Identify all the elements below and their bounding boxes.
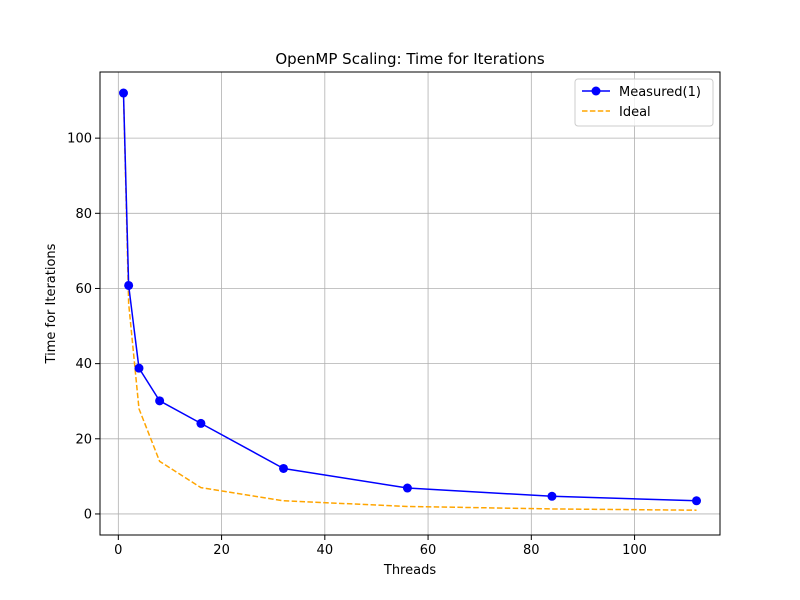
- x-tick-label: 80: [523, 543, 540, 558]
- y-tick-label: 80: [75, 207, 92, 222]
- y-tick-label: 100: [67, 132, 92, 147]
- data-point-measured-1: [134, 363, 144, 373]
- legend-marker-measured: [591, 86, 601, 96]
- legend-label-ideal: Ideal: [619, 105, 651, 120]
- data-point-measured-1: [118, 88, 128, 98]
- data-point-measured-1: [155, 396, 165, 406]
- y-tick-label: 40: [75, 357, 92, 372]
- data-point-measured-1: [196, 418, 206, 428]
- data-point-measured-1: [402, 483, 412, 493]
- legend: Measured(1) Ideal: [574, 78, 714, 127]
- x-axis-label: Threads: [383, 563, 436, 578]
- data-point-measured-1: [547, 491, 557, 501]
- chart-title: OpenMP Scaling: Time for Iterations: [275, 50, 544, 68]
- grid: [100, 72, 720, 535]
- y-tick-label: 20: [75, 432, 92, 447]
- x-tick-label: 100: [622, 543, 647, 558]
- data-point-measured-1: [124, 280, 134, 290]
- x-tick-label: 20: [213, 543, 230, 558]
- x-tick-label: 0: [114, 543, 122, 558]
- data-point-measured-1: [692, 496, 702, 506]
- x-tick-label: 60: [420, 543, 437, 558]
- y-tick-label: 60: [75, 282, 92, 297]
- y-tick-label: 0: [84, 507, 92, 522]
- legend-label-measured: Measured(1): [619, 85, 701, 100]
- data-point-measured-1: [279, 463, 289, 473]
- y-axis-label: Time for Iterations: [44, 243, 59, 364]
- plot-frame: [99, 71, 721, 536]
- plot-area: [100, 72, 720, 535]
- series-layer: [118, 88, 702, 511]
- ticks: 0 20 40 60 80 100 0 20 40 60 80 100: [67, 132, 647, 558]
- x-tick-label: 40: [317, 543, 334, 558]
- series-line-ideal: [122, 93, 697, 511]
